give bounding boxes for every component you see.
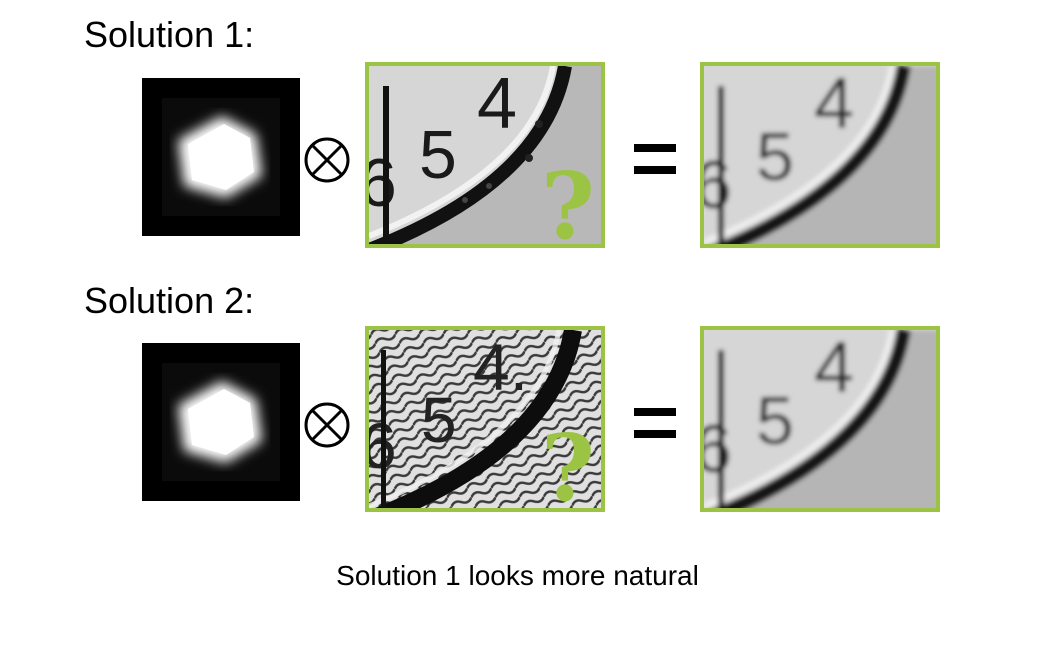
convolution-operator-icon (303, 401, 351, 449)
solution-1-label: Solution 1: (84, 14, 255, 55)
solution-2-label: Solution 2: (84, 280, 255, 321)
svg-text:5: 5 (419, 117, 457, 193)
equals-icon (634, 144, 676, 188)
ringing-clock-image: 4. 5 6 ? (365, 326, 605, 512)
svg-text:6: 6 (369, 145, 397, 221)
svg-text:5: 5 (421, 384, 457, 456)
svg-text:4: 4 (477, 66, 517, 144)
question-mark: ? (541, 152, 595, 248)
svg-text:5: 5 (756, 383, 794, 459)
svg-text:6: 6 (704, 411, 732, 487)
svg-text:5: 5 (756, 119, 794, 195)
blur-kernel-1 (142, 78, 300, 236)
caption: Solution 1 looks more natural (336, 560, 699, 591)
equals-icon (634, 408, 676, 452)
svg-text:4: 4 (814, 330, 854, 408)
question-mark: ? (541, 414, 595, 512)
blurred-clock-result-2: 4 5 6 (700, 326, 940, 512)
convolution-operator-icon (303, 136, 351, 184)
svg-text:4: 4 (814, 66, 854, 144)
svg-text:4.: 4. (473, 330, 528, 404)
sharp-clock-image: 4 5 6 ? (365, 62, 605, 248)
svg-text:6: 6 (704, 147, 732, 223)
blur-kernel-2 (142, 343, 300, 501)
blurred-clock-result-1: 4 5 6 (700, 62, 940, 248)
